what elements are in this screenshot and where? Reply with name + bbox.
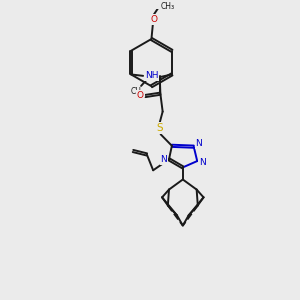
Text: CH₃: CH₃ (130, 87, 144, 96)
Text: O: O (137, 91, 144, 100)
Text: N: N (160, 155, 167, 164)
Text: CH₃: CH₃ (160, 2, 174, 11)
Text: N: N (199, 158, 206, 167)
Text: O: O (151, 15, 158, 24)
Text: NH: NH (145, 71, 158, 80)
Text: O: O (150, 71, 157, 80)
Text: S: S (156, 123, 163, 133)
Text: N: N (196, 139, 202, 148)
